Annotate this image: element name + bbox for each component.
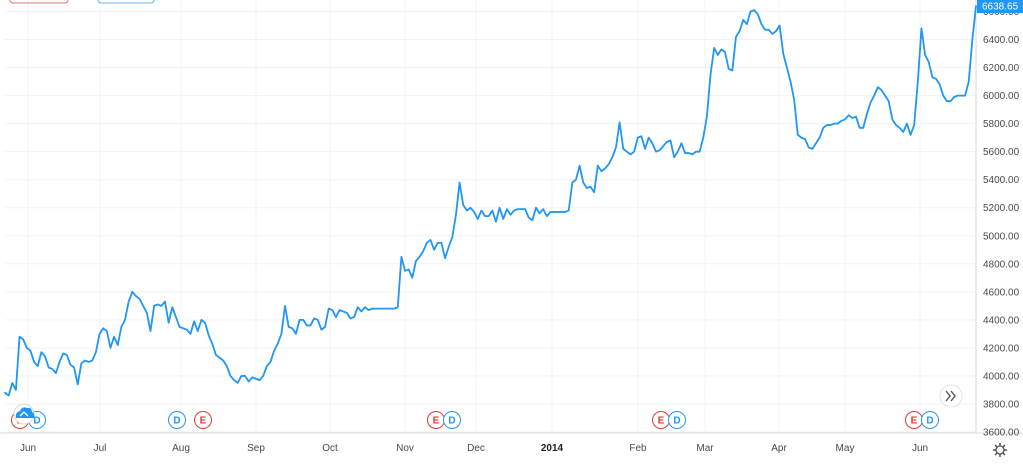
toolbar-badge-blue[interactable] bbox=[97, 0, 155, 4]
dividend-marker[interactable]: D bbox=[668, 411, 686, 429]
y-tick-label: 4600.00 bbox=[983, 287, 1020, 298]
x-tick-label: Sep bbox=[247, 443, 265, 454]
y-tick-label: 4400.00 bbox=[983, 315, 1020, 326]
x-tick-label: May bbox=[836, 443, 855, 454]
y-tick-label: 5600.00 bbox=[983, 147, 1020, 158]
event-marker-label: D bbox=[173, 416, 180, 427]
x-tick-label: Jul bbox=[94, 443, 107, 454]
event-marker-label: D bbox=[673, 416, 680, 427]
x-tick-label: Jun bbox=[912, 443, 928, 454]
event-marker-label: E bbox=[658, 416, 665, 427]
y-tick-label: 3800.00 bbox=[983, 399, 1020, 410]
y-tick-label: 5000.00 bbox=[983, 231, 1020, 242]
double-chevron-right-icon[interactable] bbox=[939, 384, 963, 408]
dividend-marker[interactable]: D bbox=[443, 411, 461, 429]
y-tick-label: 3600.00 bbox=[983, 428, 1020, 439]
gear-icon[interactable] bbox=[993, 443, 1007, 457]
x-tick-label: Mar bbox=[696, 443, 714, 454]
axes: 3600.00 3800.00 4000.00 4200.00 4400.00 4600.… bbox=[0, 0, 1023, 454]
x-tick-label: Feb bbox=[629, 443, 647, 454]
event-marker-label: E bbox=[433, 416, 440, 427]
y-tick-label: 5800.00 bbox=[983, 119, 1020, 130]
y-tick-label: 6400.00 bbox=[983, 35, 1020, 46]
last-price-label: 6638.65 bbox=[982, 2, 1019, 13]
x-tick-label: Aug bbox=[172, 443, 190, 454]
x-tick-label: Oct bbox=[322, 443, 338, 454]
event-marker-label: D bbox=[448, 416, 455, 427]
x-tick-label: Apr bbox=[771, 443, 787, 454]
y-tick-label: 5200.00 bbox=[983, 203, 1020, 214]
x-tick-label: Nov bbox=[396, 443, 414, 454]
y-tick-label: 6000.00 bbox=[983, 91, 1020, 102]
earnings-marker[interactable]: E bbox=[427, 411, 445, 429]
series-layer bbox=[4, 5, 977, 397]
dividend-marker[interactable]: D bbox=[921, 411, 939, 429]
y-tick-label: 4000.00 bbox=[983, 371, 1020, 382]
x-tick-label: Jun bbox=[20, 443, 36, 454]
event-marker-label: E bbox=[200, 416, 207, 427]
x-tick-label: 2014 bbox=[541, 443, 564, 454]
earnings-marker[interactable]: E bbox=[652, 411, 670, 429]
price-series-line bbox=[4, 5, 977, 397]
last-price-badge bbox=[977, 0, 1023, 14]
y-tick-label: 5400.00 bbox=[983, 175, 1020, 186]
x-tick-label: Dec bbox=[467, 443, 485, 454]
y-tick-label: 6200.00 bbox=[983, 63, 1020, 74]
toolbar-badge-red[interactable] bbox=[9, 0, 69, 4]
chart-controls bbox=[9, 0, 1007, 457]
event-marker-label: D bbox=[926, 416, 933, 427]
event-marker-label: E bbox=[911, 416, 918, 427]
cloud-logo-icon[interactable] bbox=[13, 403, 35, 425]
event-marker-label: D bbox=[33, 416, 40, 427]
earnings-marker[interactable]: E bbox=[905, 411, 923, 429]
y-tick-label: 4800.00 bbox=[983, 259, 1020, 270]
y-tick-label: 4200.00 bbox=[983, 343, 1020, 354]
dividend-marker[interactable]: D bbox=[168, 411, 186, 429]
earnings-marker[interactable]: E bbox=[194, 411, 212, 429]
